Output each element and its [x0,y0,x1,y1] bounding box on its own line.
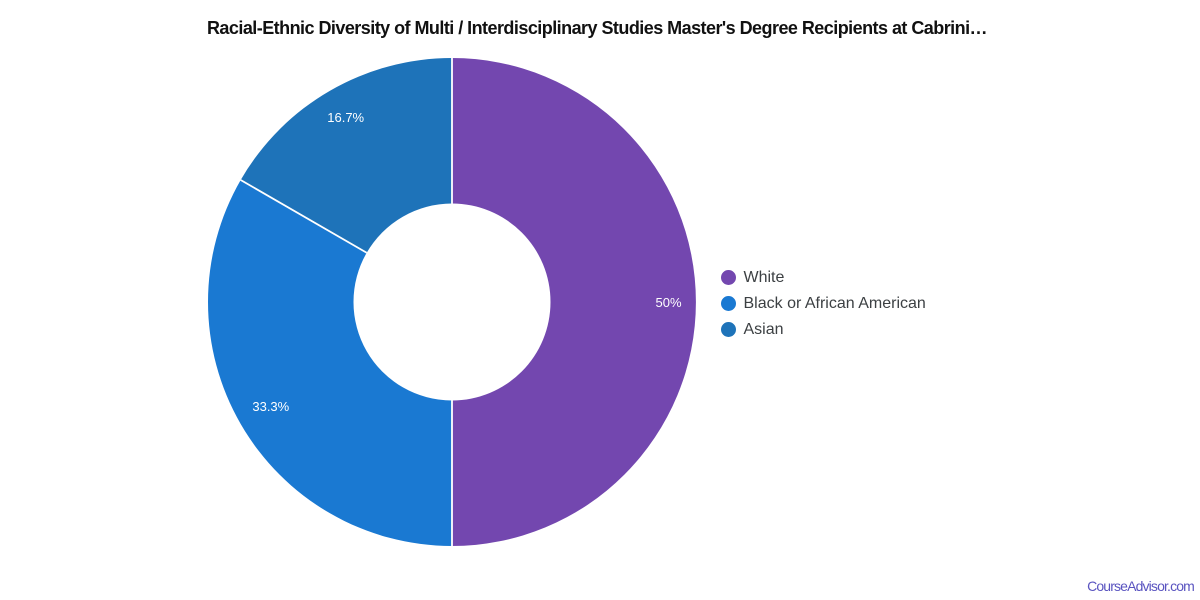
svg-text:33.3%: 33.3% [252,399,289,414]
svg-text:16.7%: 16.7% [327,110,364,125]
svg-text:50%: 50% [655,295,681,310]
